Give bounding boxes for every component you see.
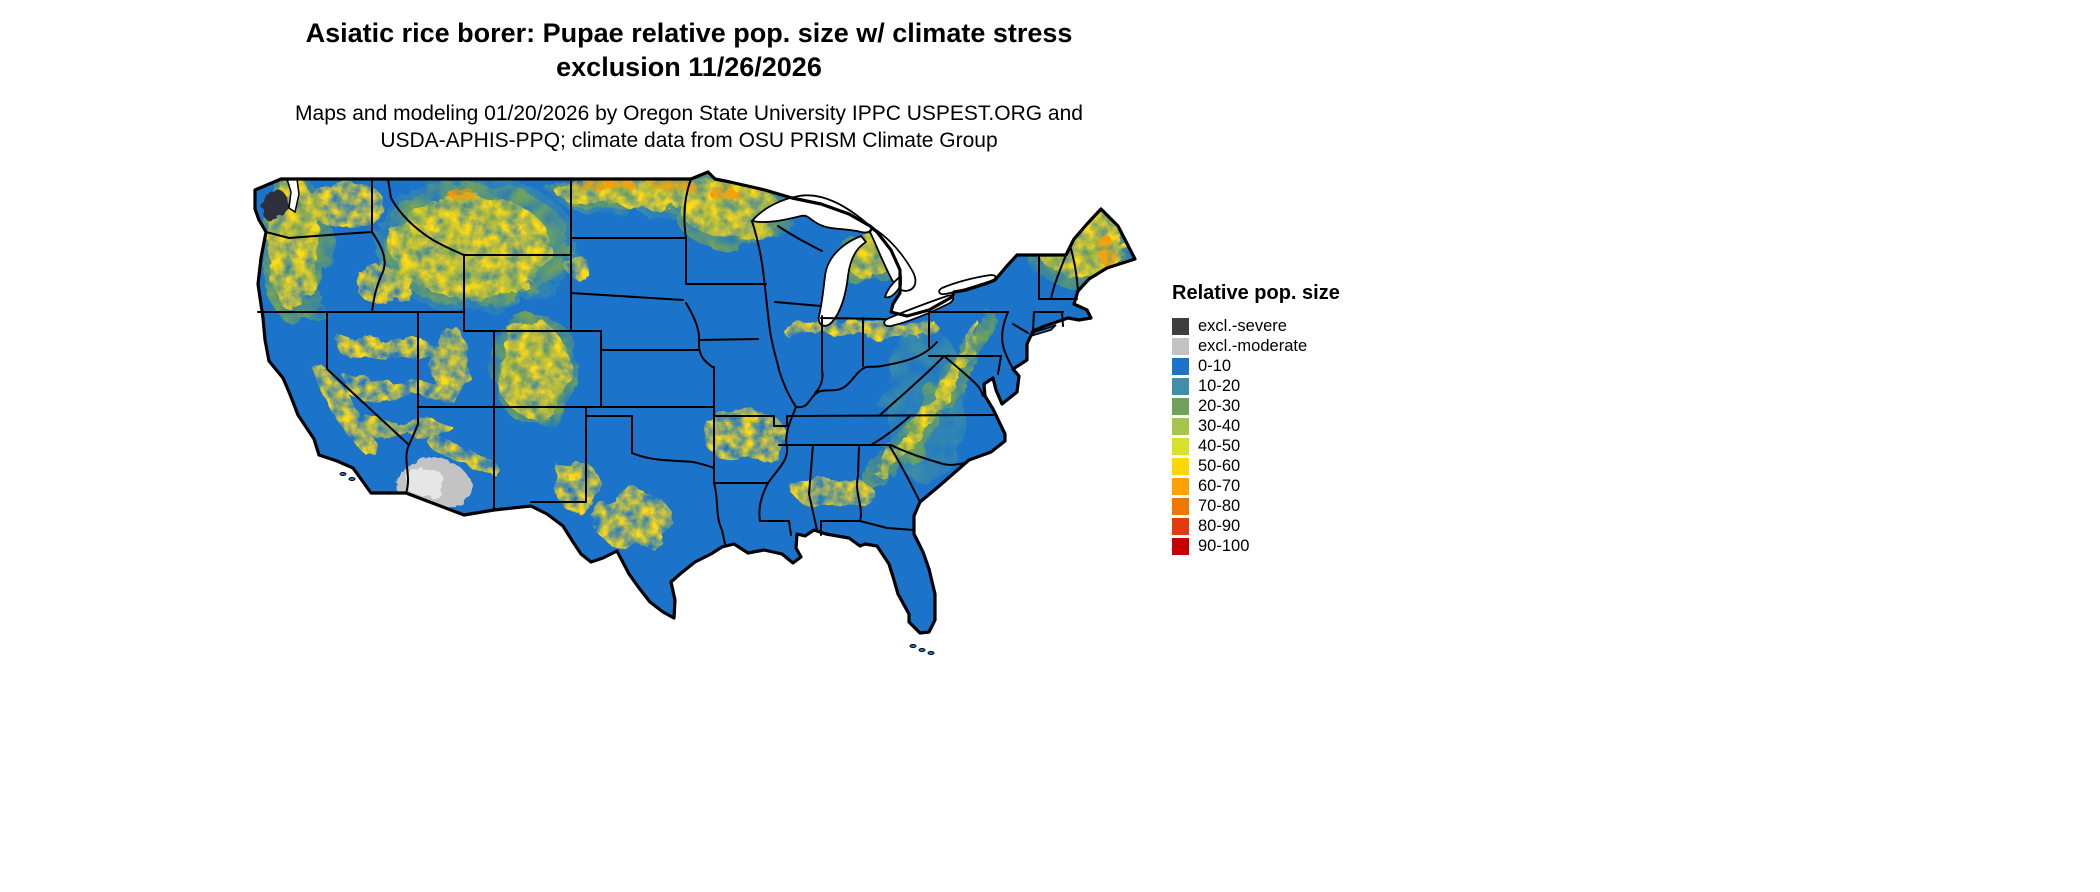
legend-label: 90-100 — [1198, 536, 1250, 555]
terrain-yellow-layer — [267, 176, 1125, 548]
legend-swatch — [1172, 317, 1189, 335]
legend-label: 50-60 — [1198, 456, 1241, 475]
title-block: Asiatic rice borer: Pupae relative pop. … — [0, 16, 1378, 154]
legend-label: excl.-moderate — [1198, 336, 1308, 355]
map-subtitle-line2: USDA-APHIS-PPQ; climate data from OSU PR… — [380, 129, 998, 152]
map-title-line1: Asiatic rice borer: Pupae relative pop. … — [305, 18, 1073, 48]
state-borders — [257, 178, 1079, 545]
legend-swatch — [1172, 337, 1189, 355]
legend-item: 60-70 — [1172, 476, 1340, 496]
legend-swatch — [1172, 357, 1189, 375]
legend-swatch — [1172, 477, 1189, 495]
legend-item: excl.-severe — [1172, 316, 1340, 336]
legend-swatch — [1172, 377, 1189, 395]
legend-item: 70-80 — [1172, 496, 1340, 516]
lake-superior — [751, 194, 872, 234]
legend-item: 90-100 — [1172, 536, 1340, 556]
legend-label: 70-80 — [1198, 496, 1241, 515]
legend-item: 10-20 — [1172, 376, 1340, 396]
legend-label: 20-30 — [1198, 396, 1241, 415]
map-svg — [253, 170, 1137, 655]
lake-michigan — [817, 235, 867, 327]
legend-swatch — [1172, 497, 1189, 515]
legend-label: excl.-severe — [1198, 316, 1287, 335]
legend-swatch — [1172, 417, 1189, 435]
legend: Relative pop. size excl.-severe excl.-mo… — [1172, 282, 1340, 556]
legend-title: Relative pop. size — [1172, 282, 1340, 304]
map-subtitle-line1: Maps and modeling 01/20/2026 by Oregon S… — [295, 102, 1083, 125]
legend-item: excl.-moderate — [1172, 336, 1340, 356]
legend-item: 80-90 — [1172, 516, 1340, 536]
legend-item: 30-40 — [1172, 416, 1340, 436]
legend-item: 0-10 — [1172, 356, 1340, 376]
legend-label: 40-50 — [1198, 436, 1241, 455]
legend-swatch — [1172, 457, 1189, 475]
map-subtitle: Maps and modeling 01/20/2026 by Oregon S… — [0, 100, 1378, 154]
map-title-line2: exclusion 11/26/2026 — [556, 52, 822, 82]
legend-label: 60-70 — [1198, 476, 1241, 495]
legend-swatch — [1172, 537, 1189, 555]
legend-item: 40-50 — [1172, 436, 1340, 456]
us-outline — [253, 170, 1137, 635]
legend-label: 0-10 — [1198, 356, 1232, 375]
great-lakes — [751, 194, 997, 328]
legend-swatch — [1172, 437, 1189, 455]
legend-item: 50-60 — [1172, 456, 1340, 476]
legend-swatch — [1172, 517, 1189, 535]
legend-swatch — [1172, 397, 1189, 415]
us-map — [225, 164, 1145, 664]
islands — [339, 472, 935, 655]
legend-item: 20-30 — [1172, 396, 1340, 416]
lake-huron — [869, 227, 917, 292]
exclusion-severe-patch — [261, 189, 289, 223]
lake-erie — [883, 294, 955, 328]
legend-label: 80-90 — [1198, 516, 1241, 535]
legend-label: 10-20 — [1198, 376, 1241, 395]
legend-label: 30-40 — [1198, 416, 1241, 435]
